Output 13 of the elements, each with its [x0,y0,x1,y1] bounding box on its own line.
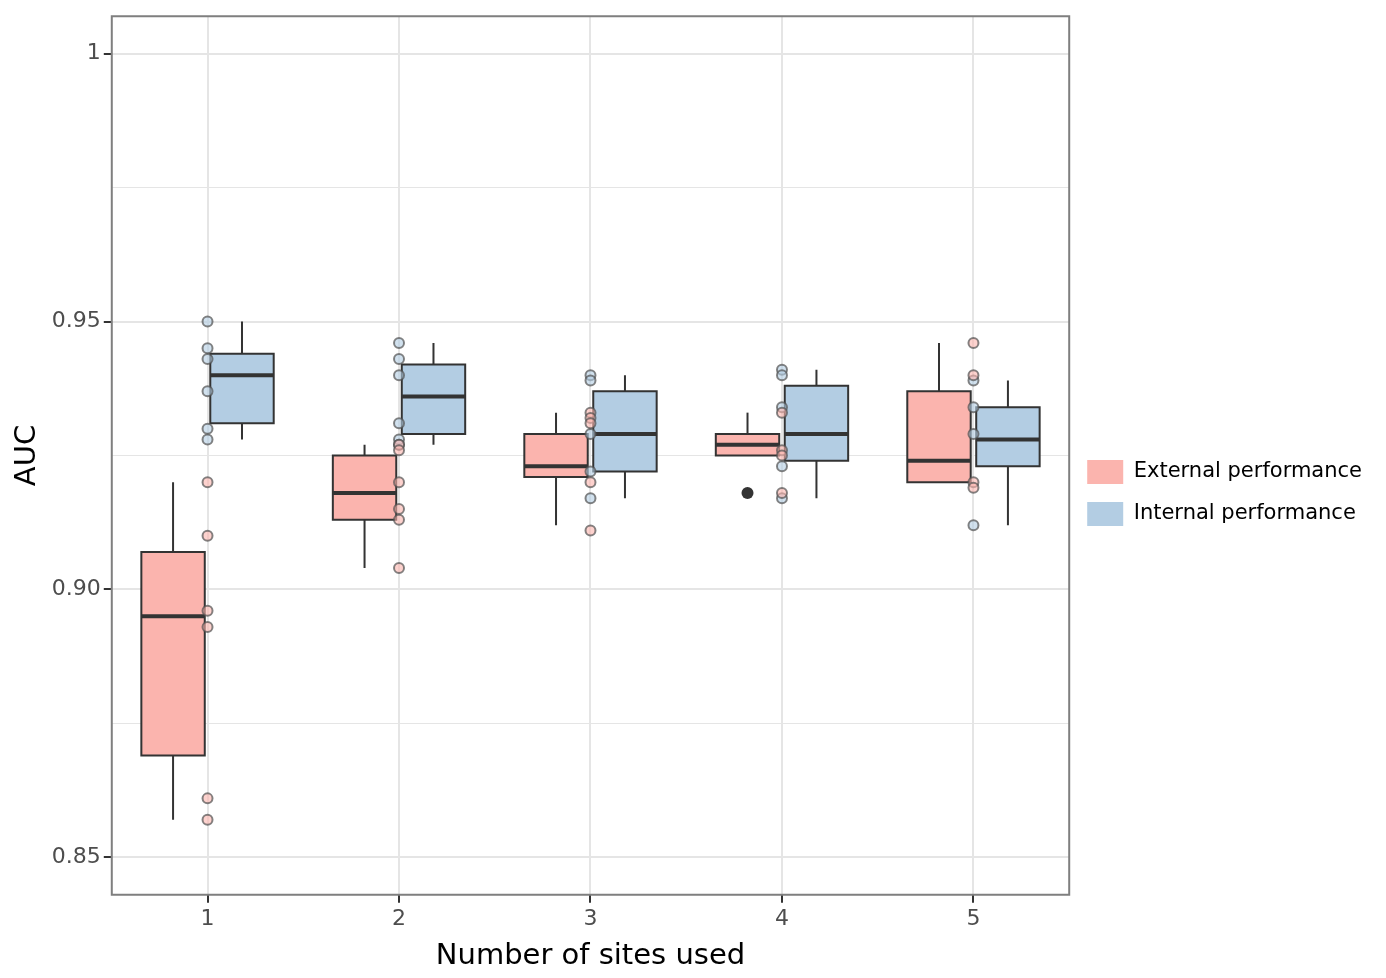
x-tick-label: 4 [774,904,789,930]
x-axis-title: Number of sites used [435,937,746,972]
x-tick-label: 2 [392,904,407,930]
y-axis-title: AUC [7,424,42,487]
y-tick-label: 1 [86,39,101,65]
y-tick-label: 0.85 [51,843,101,869]
legend-label: Internal performance [1133,500,1356,525]
x-tick-label: 5 [966,904,981,930]
x-tick-label: 3 [583,904,598,930]
legend-label: External performance [1133,458,1362,483]
x-tick-label: 1 [200,904,215,930]
y-tick-label: 0.95 [51,307,101,333]
y-tick-label: 0.90 [51,575,101,601]
